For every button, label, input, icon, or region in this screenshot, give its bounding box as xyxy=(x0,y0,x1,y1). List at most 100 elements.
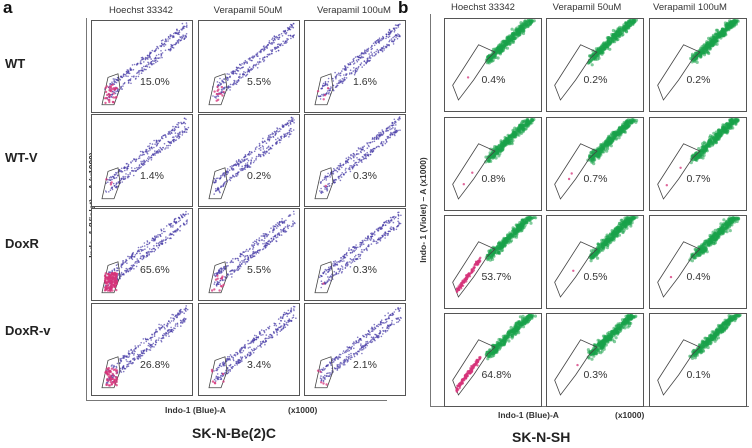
side-population-gate xyxy=(657,241,701,298)
side-population-gate xyxy=(314,167,334,200)
side-population-dots xyxy=(316,87,330,101)
cell-population xyxy=(105,305,189,384)
side-population-gate xyxy=(101,73,121,106)
side-population-percentage: 0.3% xyxy=(353,263,377,276)
side-population-dots xyxy=(455,355,482,393)
scatter-plot xyxy=(314,23,401,106)
scatter-plot xyxy=(314,306,402,389)
side-population-gate xyxy=(657,339,701,396)
scatter-plot xyxy=(554,19,638,101)
side-population-dots xyxy=(104,366,119,387)
panel-b-x-axis-title: Indo-1 (Blue)-A xyxy=(498,410,559,420)
side-population-dots xyxy=(462,171,474,186)
side-population-dots xyxy=(665,166,682,187)
side-population-percentage: 2.1% xyxy=(353,358,377,371)
panel-a-x-axis-title: Indo-1 (Blue)-A xyxy=(165,405,226,415)
flow-plot-cell: 0.7% xyxy=(649,117,747,211)
side-population-dots xyxy=(103,271,119,292)
flow-plot-cell: 0.4% xyxy=(444,18,542,112)
scatter-plot xyxy=(554,118,639,200)
scatter-plot xyxy=(452,118,536,200)
side-population-gate xyxy=(452,44,496,101)
side-population-percentage: 0.3% xyxy=(353,169,377,182)
side-population-dots xyxy=(103,83,118,105)
cell-population xyxy=(586,118,639,166)
panel-b-col-header: Verapamil 50uM xyxy=(552,2,622,13)
side-population-dots xyxy=(316,369,328,386)
side-population-dots xyxy=(567,172,573,181)
side-population-percentage: 0.4% xyxy=(481,74,506,87)
flow-plot-cell: 5.5% xyxy=(198,20,300,113)
side-population-percentage: 64.8% xyxy=(481,369,512,382)
side-population-gate xyxy=(452,339,496,396)
flow-plot-cell: 0.3% xyxy=(304,208,406,301)
cell-population xyxy=(484,216,538,262)
side-population-percentage: 0.2% xyxy=(247,169,271,182)
scatter-plot xyxy=(657,118,740,200)
side-population-gate xyxy=(208,167,228,200)
side-population-gate xyxy=(208,73,228,106)
cell-population xyxy=(588,216,639,263)
row-label-doxr: DoxR xyxy=(5,236,39,251)
cell-population xyxy=(213,210,296,287)
side-population-percentage: 0.8% xyxy=(481,173,506,186)
scatter-plot xyxy=(657,314,742,396)
cell-population xyxy=(213,305,297,382)
row-label-wt: WT xyxy=(5,56,26,71)
side-population-percentage: 1.4% xyxy=(140,169,164,182)
side-population-percentage: 53.7% xyxy=(481,271,512,284)
panel-a-col-header: Hoechst 33342 xyxy=(109,5,173,16)
flow-plot-cell: 0.3% xyxy=(304,114,406,207)
side-population-percentage: 5.5% xyxy=(247,263,271,276)
panel-a-col-header: Verapamil 50uM xyxy=(213,5,283,16)
panel-a-letter: a xyxy=(3,0,13,17)
panel-b-letter: b xyxy=(398,0,409,17)
flow-plot-cell: 64.8% xyxy=(444,313,542,407)
side-population-gate xyxy=(554,339,598,396)
flow-plot-cell: 65.6% xyxy=(91,208,193,301)
scatter-plot xyxy=(208,210,296,294)
side-population-percentage: 0.5% xyxy=(583,271,608,284)
flow-plot-cell: 5.5% xyxy=(198,208,300,301)
side-population-gate xyxy=(101,261,121,294)
panel-a-axis-frame xyxy=(86,18,387,401)
flow-plot-cell: 2.1% xyxy=(304,303,406,396)
side-population-gate xyxy=(314,261,334,294)
cell-population xyxy=(318,211,402,289)
side-population-gate xyxy=(314,73,334,106)
side-population-dots xyxy=(210,368,225,385)
row-label-doxr-v: DoxR-v xyxy=(5,323,51,338)
side-population-percentage: 3.4% xyxy=(247,358,271,371)
scatter-plot xyxy=(657,19,740,101)
flow-plot-cell: 0.1% xyxy=(649,313,747,407)
side-population-dots xyxy=(213,85,225,102)
side-population-dots xyxy=(324,184,327,188)
flow-plot-cell: 15.0% xyxy=(91,20,193,113)
side-population-gate xyxy=(657,44,701,101)
scatter-plot xyxy=(101,117,190,200)
cell-population xyxy=(319,116,401,194)
cell-population xyxy=(688,314,742,360)
panel-a-x-axis-unit: (x1000) xyxy=(288,405,318,415)
side-population-percentage: 0.2% xyxy=(583,74,608,87)
side-population-dots xyxy=(572,269,575,272)
scatter-plot xyxy=(452,314,537,396)
side-population-gate xyxy=(554,44,598,101)
scatter-plot xyxy=(452,19,536,101)
side-population-gate xyxy=(657,143,701,200)
side-population-percentage: 26.8% xyxy=(140,358,170,371)
side-population-gate xyxy=(314,356,334,389)
cell-population xyxy=(688,216,741,263)
side-population-percentage: 0.1% xyxy=(686,369,711,382)
panel-b-y-axis-title: Indo- 1 (Violet) – A (x1000) xyxy=(418,157,428,263)
panel-b-x-axis-unit: (x1000) xyxy=(615,410,645,420)
side-population-gate xyxy=(452,143,496,200)
scatter-plot xyxy=(657,216,741,298)
flow-plot-cell: 0.5% xyxy=(546,215,644,309)
side-population-percentage: 15.0% xyxy=(140,75,170,88)
cell-population xyxy=(212,116,295,195)
scatter-plot xyxy=(452,216,538,298)
row-label-wt-v: WT-V xyxy=(5,150,38,165)
side-population-gate xyxy=(452,241,496,298)
cell-population xyxy=(484,118,536,164)
